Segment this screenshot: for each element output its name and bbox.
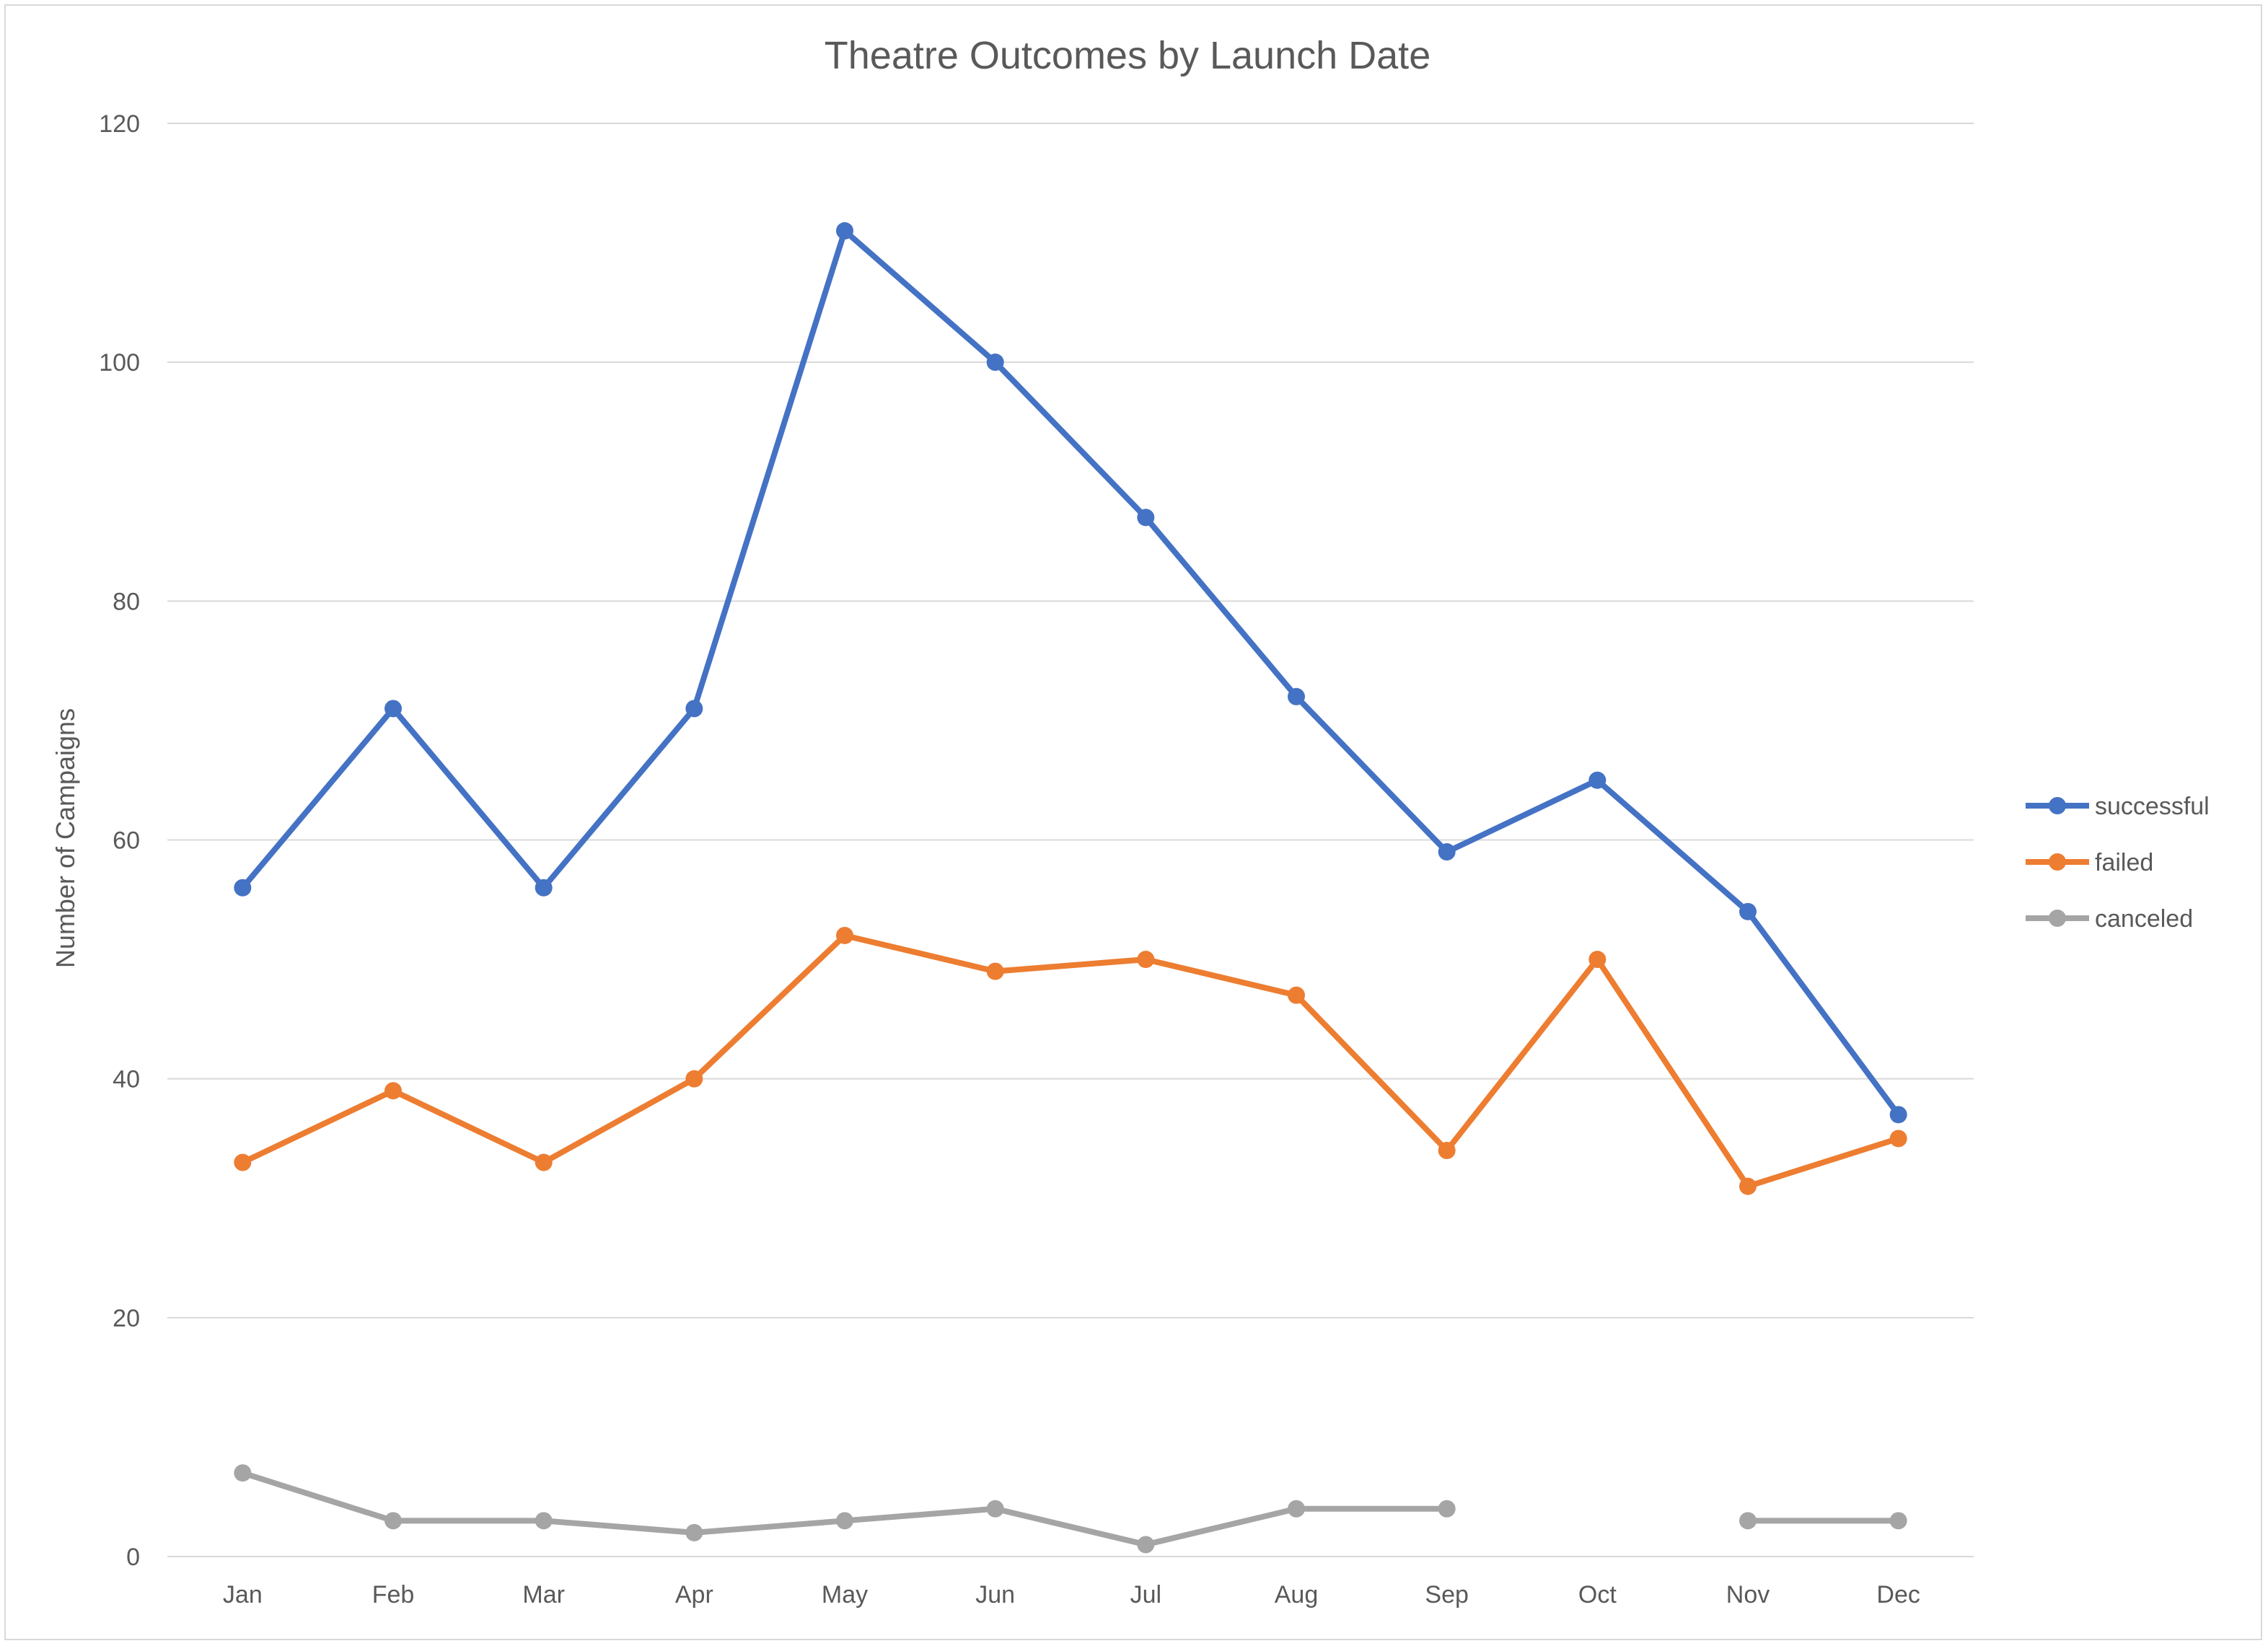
- data-point-failed: [234, 1153, 252, 1171]
- data-point-canceled: [384, 1512, 402, 1530]
- chart-frame: [4, 4, 2262, 1640]
- data-point-successful: [1889, 1106, 1907, 1124]
- data-point-failed: [986, 962, 1004, 980]
- series-successful: [234, 222, 1907, 1124]
- data-point-failed: [384, 1082, 402, 1100]
- data-point-canceled: [1438, 1500, 1456, 1518]
- data-point-failed: [836, 926, 853, 944]
- y-tick-label: 60: [113, 827, 140, 855]
- x-tick-label: Jan: [223, 1581, 263, 1608]
- series-layer: [234, 222, 1907, 1554]
- x-tick-label: Feb: [372, 1581, 415, 1608]
- series-failed: [234, 926, 1907, 1195]
- data-point-failed: [1137, 951, 1155, 969]
- y-tick-label: 40: [113, 1066, 140, 1093]
- data-point-failed: [1288, 986, 1305, 1004]
- y-axis-title: Number of Campaigns: [50, 708, 80, 968]
- data-point-failed: [1588, 951, 1606, 969]
- legend-item-failed: failed: [2026, 849, 2153, 876]
- x-tick-label: Apr: [675, 1581, 713, 1608]
- x-tick-label: Aug: [1275, 1581, 1319, 1608]
- y-tick-label: 120: [99, 110, 140, 138]
- series-canceled: [234, 1464, 1907, 1554]
- legend-swatch-marker: [2049, 853, 2066, 871]
- legend-swatch-marker: [2049, 797, 2066, 814]
- data-point-canceled: [1288, 1500, 1305, 1518]
- y-tick-label: 0: [126, 1544, 140, 1571]
- y-tick-label: 100: [99, 349, 140, 377]
- chart-title: Theatre Outcomes by Launch Date: [825, 34, 1430, 77]
- data-point-successful: [535, 879, 553, 897]
- x-tick-label: Nov: [1726, 1581, 1770, 1608]
- x-tick-label: Jun: [975, 1581, 1015, 1608]
- data-point-successful: [384, 700, 402, 718]
- legend: successful failed canceled: [2026, 793, 2210, 933]
- data-point-canceled: [685, 1523, 703, 1541]
- data-point-successful: [1137, 509, 1155, 527]
- x-tick-label: Oct: [1578, 1581, 1617, 1608]
- data-point-canceled: [1137, 1536, 1155, 1554]
- legend-item-canceled: canceled: [2026, 905, 2193, 933]
- data-point-successful: [1288, 687, 1305, 705]
- data-point-canceled: [535, 1512, 553, 1530]
- data-point-failed: [1889, 1130, 1907, 1148]
- x-tick-label: Sep: [1425, 1581, 1469, 1608]
- data-point-successful: [836, 222, 853, 240]
- series-line-failed: [239, 932, 1902, 1189]
- data-point-canceled: [234, 1464, 252, 1482]
- data-point-failed: [685, 1070, 703, 1088]
- data-point-successful: [1588, 771, 1606, 789]
- data-point-canceled: [836, 1512, 853, 1530]
- data-point-failed: [1739, 1177, 1757, 1195]
- x-tick-label: May: [822, 1581, 868, 1608]
- data-point-canceled: [1889, 1512, 1907, 1530]
- x-tick-label: Mar: [522, 1581, 565, 1608]
- legend-swatch-marker: [2049, 910, 2066, 927]
- y-axis-ticks: 0 20 40 60 80 100 120: [99, 110, 140, 1571]
- legend-label: canceled: [2095, 905, 2193, 933]
- legend-item-successful: successful: [2026, 793, 2210, 820]
- data-point-successful: [1739, 902, 1757, 920]
- gridlines: [167, 123, 1974, 1557]
- data-point-successful: [685, 700, 703, 718]
- data-point-successful: [986, 353, 1004, 371]
- y-tick-label: 80: [113, 588, 140, 615]
- x-axis-ticks: Jan Feb Mar Apr May Jun Jul Aug Sep Oct Nov Dec: [223, 1581, 1920, 1608]
- data-point-failed: [535, 1153, 553, 1171]
- x-tick-label: Dec: [1876, 1581, 1920, 1608]
- data-point-canceled: [986, 1500, 1004, 1518]
- series-line-canceled: [239, 1470, 1902, 1548]
- data-point-failed: [1438, 1142, 1456, 1160]
- data-point-canceled: [1739, 1512, 1757, 1530]
- series-line-successful: [239, 228, 1902, 1118]
- data-point-successful: [234, 879, 252, 897]
- legend-label: failed: [2095, 849, 2153, 876]
- x-tick-label: Jul: [1130, 1581, 1161, 1608]
- legend-label: successful: [2095, 793, 2210, 820]
- data-point-successful: [1438, 843, 1456, 861]
- y-tick-label: 20: [113, 1305, 140, 1332]
